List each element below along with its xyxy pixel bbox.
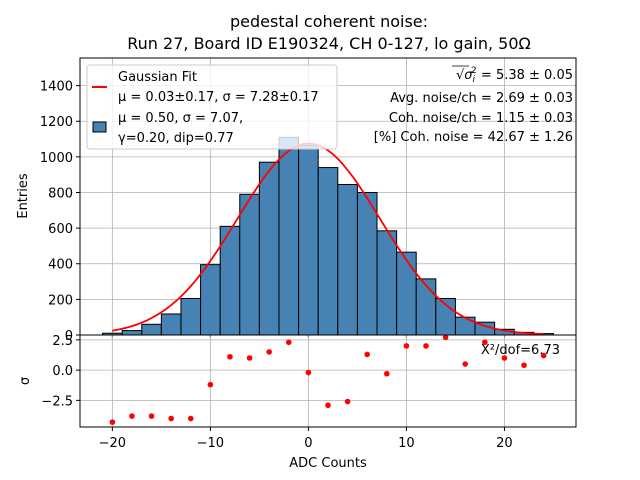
residual-point xyxy=(462,361,469,367)
residual-point xyxy=(187,415,194,422)
residual-point xyxy=(325,402,331,409)
histogram-bar xyxy=(396,251,417,336)
legend-histogram-params: μ = 0.50, σ = 7.07, xyxy=(118,111,243,126)
residual-point xyxy=(129,413,135,419)
residual-point xyxy=(227,353,233,360)
histogram-bar xyxy=(317,167,339,336)
legend-histogram-params-2: γ=0.20, dip=0.77 xyxy=(118,131,234,146)
histogram-bar xyxy=(200,264,221,336)
top-y-tick-label: 1400 xyxy=(40,80,73,95)
top-y-tick-label: 800 xyxy=(48,186,73,201)
top-y-tick-label: 200 xyxy=(48,293,73,308)
x-tick-label: 10 xyxy=(398,436,415,451)
histogram-bar xyxy=(454,316,476,336)
residual-point xyxy=(364,351,371,358)
legend: Gaussian Fit μ = 0.03±0.17, σ = 7.28±0.1… xyxy=(86,64,338,150)
top-y-tick-label: 1200 xyxy=(40,115,73,130)
gaussian-fit-line xyxy=(112,142,544,336)
legend-histogram-swatch xyxy=(92,121,107,133)
residual-point xyxy=(246,355,253,361)
bottom-grid xyxy=(80,335,576,427)
residual-point xyxy=(521,362,527,369)
chi2-annotation: X²/dof=6.73 xyxy=(481,343,560,358)
top-y-tick-label: 1000 xyxy=(40,151,73,166)
residual-point xyxy=(423,343,429,349)
residual-point xyxy=(305,369,312,376)
avg-noise-annotation: Avg. noise/ch = 2.69 ± 0.03 xyxy=(390,91,573,106)
bottom-y-tick-label: 2.5 xyxy=(52,334,73,349)
legend-fit-label: Gaussian Fit xyxy=(118,70,197,85)
chart-subtitle: Run 27, Board ID E190324, CH 0-127, lo g… xyxy=(127,34,530,53)
histogram-bar xyxy=(258,161,280,336)
top-y-tick-label: 0 xyxy=(65,329,73,344)
x-tick-label: 0 xyxy=(304,436,312,451)
sqrt-symbol: √ xyxy=(456,68,465,83)
residual-point xyxy=(442,334,449,341)
residual-point xyxy=(501,355,508,361)
residual-point xyxy=(482,339,488,346)
bottom-x-ticks: −20 −10 0 10 20 xyxy=(99,427,513,451)
x-axis-label: ADC Counts xyxy=(289,456,367,471)
y-axis-label: Entries xyxy=(16,173,31,219)
residual-point xyxy=(285,339,292,346)
residual-point xyxy=(266,349,272,355)
histogram-bar xyxy=(298,144,319,336)
histogram-bar xyxy=(415,278,437,336)
histogram-bar xyxy=(239,193,260,336)
histogram-bar xyxy=(141,323,162,336)
histogram-bar xyxy=(180,297,202,336)
residual-point xyxy=(148,413,155,419)
bottom-y-tick-label: 0.0 xyxy=(52,364,73,379)
residual-point xyxy=(344,398,351,405)
residual-points xyxy=(109,334,547,425)
residual-point xyxy=(540,352,547,359)
stats-annotations: √σi2 = 5.38 ± 0.05 Avg. noise/ch = 2.69 … xyxy=(374,65,573,145)
coh-noise-annotation: Coh. noise/ch = 1.15 ± 0.03 xyxy=(389,111,573,126)
histogram-bar xyxy=(121,330,143,336)
residuals-panel: 2.5 0.0 −2.5 −20 −10 0 10 20 σ ADC Counts X²/d… xyxy=(18,334,577,471)
x-tick-label: −20 xyxy=(99,436,126,451)
legend-frame xyxy=(86,64,338,150)
x-tick-label: −10 xyxy=(197,436,224,451)
chart-title: pedestal coherent noise: xyxy=(230,12,428,31)
histogram-bar xyxy=(160,313,182,336)
bottom-y-ticks: 2.5 0.0 −2.5 xyxy=(41,334,80,409)
residual-point xyxy=(207,381,214,388)
histogram-bar xyxy=(337,183,358,336)
residual-point xyxy=(168,415,174,422)
histogram-bar xyxy=(356,191,378,336)
sigma-squared-annotation: √σi2 = 5.38 ± 0.05 xyxy=(456,66,573,85)
pct-coh-noise-annotation: [%] Coh. noise = 42.67 ± 1.26 xyxy=(374,130,573,145)
histogram-bar xyxy=(278,136,300,336)
residual-point xyxy=(384,370,390,377)
legend-fit-params: μ = 0.03±0.17, σ = 7.28±0.17 xyxy=(118,90,319,105)
residual-point xyxy=(403,343,410,349)
top-y-ticks: 0 200 400 600 800 1000 1200 1400 xyxy=(40,80,505,344)
histogram-bar xyxy=(376,230,398,336)
top-y-tick-label: 600 xyxy=(48,222,73,237)
x-tick-label: 20 xyxy=(496,436,513,451)
histogram-panel: 0 200 400 600 800 1000 1200 1400 Entries Gaussi… xyxy=(16,57,577,344)
bottom-y-tick-label: −2.5 xyxy=(41,394,73,409)
residual-point xyxy=(109,419,116,425)
bottom-axes-frame xyxy=(79,334,577,428)
residual-y-axis-label: σ xyxy=(18,377,33,385)
top-y-tick-label: 400 xyxy=(48,258,73,273)
